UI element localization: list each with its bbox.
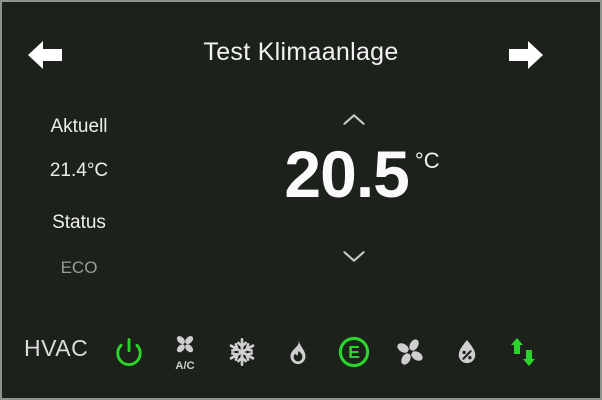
fan-icon [394,336,426,368]
eco-e-icon: E [337,335,371,369]
chevron-down-icon [332,249,376,265]
current-temp-value: 21.4°C [49,160,109,181]
ac-mode-button[interactable]: A/C [166,333,204,371]
next-page-button[interactable] [507,38,545,72]
page-title: Test Klimaanlage [203,38,399,66]
setpoint-display: 20.5 °C [227,137,497,211]
status-value: ECO [60,258,98,277]
prev-page-button[interactable] [26,38,64,72]
eco-icon-letter: E [348,342,360,362]
setpoint-value: 20.5 [284,137,409,211]
snowflake-icon [226,336,258,368]
eco-mode-button[interactable]: E [335,335,373,369]
updown-mode-button[interactable] [504,335,542,369]
cooling-mode-button[interactable] [223,336,261,368]
power-button[interactable] [110,337,148,367]
fan-mode-button[interactable] [391,336,429,368]
chevron-up-icon [332,111,376,127]
status-label: Status [52,212,106,233]
ac-fan-icon: A/C [171,333,199,371]
flame-icon [283,336,313,368]
current-temp-label: Aktuell [50,116,108,137]
hvac-label: HVAC [24,335,89,361]
heating-mode-button[interactable] [279,336,317,368]
updown-arrows-icon [506,335,540,369]
humidity-icon [452,337,482,367]
ac-icon-label: A/C [176,360,195,371]
arrow-left-icon [26,38,64,72]
setpoint-decrease-button[interactable] [332,248,376,266]
setpoint-unit: °C [414,148,440,173]
arrow-right-icon [507,38,545,72]
setpoint-increase-button[interactable] [332,110,376,128]
humidity-button[interactable] [448,337,486,367]
mode-icon-row: A/C [110,328,542,376]
power-icon [114,337,144,367]
